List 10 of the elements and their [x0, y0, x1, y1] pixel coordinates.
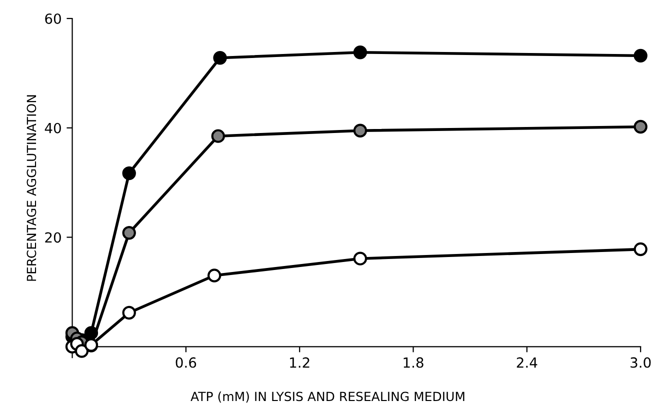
x-tick-label: 1.2 [290, 357, 310, 368]
y-tick-label: 20 [45, 232, 61, 243]
x-tick-label: 1.8 [404, 357, 424, 368]
x-tick-label: 0.6 [176, 357, 196, 368]
y-tick-label: 40 [44, 122, 61, 134]
x-tick-label: 3.0 [630, 357, 651, 368]
y-tick-label: 60 [45, 13, 61, 24]
y-axis-title: PERCENTAGE AGGLUTINATION [26, 95, 36, 281]
x-tick-label: 2.4 [516, 357, 538, 368]
x-axis-title: ATP (mM) IN LYSIS AND RESEALING MEDIUM [190, 391, 464, 403]
